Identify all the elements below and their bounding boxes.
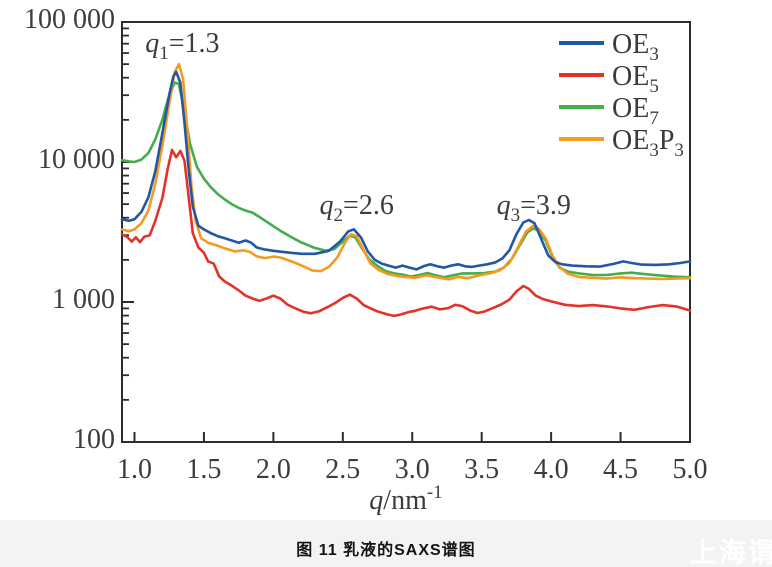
figure-caption-bar: 图 11 乳液的SAXS谱图 (0, 520, 772, 567)
legend-label-OE3: OE3 (612, 29, 659, 65)
legend-label-OE7: OE7 (612, 93, 659, 129)
saxs-chart: 1.0 1.5 2.0 2.5 3.0 3.5 4.0 4.5 5.0 100 1 000 10 00… (24, 4, 708, 516)
x-axis-title: q/nm-1 (369, 482, 442, 516)
peak-annotation-2: q2=2.6 (320, 190, 394, 226)
x-axis-tick-label: 1.0 (117, 454, 152, 485)
peak-annotation-3: q3=3.9 (497, 190, 571, 226)
x-axis-tick-label: 1.5 (186, 454, 221, 485)
legend-label-OE5: OE5 (612, 61, 659, 97)
figure-caption: 图 11 乳液的SAXS谱图 (296, 542, 476, 559)
peak-annotation-1: q1=1.3 (145, 28, 219, 64)
plot-border (121, 21, 691, 443)
y-axis-tick-label: 1 000 (52, 284, 115, 315)
x-axis-tick-label: 3.5 (464, 454, 499, 485)
x-axis-tick-label: 4.5 (603, 454, 638, 485)
series-line-OE7 (120, 81, 692, 279)
saxs-chart-svg: 1.0 1.5 2.0 2.5 3.0 3.5 4.0 4.5 5.0 100 1 000 10 00… (24, 4, 708, 516)
x-axis-tick-label: 2.0 (256, 454, 291, 485)
x-axis-tick-label: 4.0 (534, 454, 569, 485)
series-line-OE3P3 (120, 62, 692, 281)
series-line-OE5 (120, 148, 692, 318)
watermark: 上海谓数 (690, 538, 772, 567)
x-axis-tick-label: 2.5 (325, 454, 360, 485)
y-axis-tick-label: 100 000 (24, 4, 115, 35)
y-axis-tick-label: 100 (73, 424, 115, 455)
x-axis-tick-label: 3.0 (395, 454, 430, 485)
series-line-OE3 (120, 70, 692, 271)
legend-label-OE3P3: OE3P3 (612, 125, 684, 161)
x-axis-tick-label: 5.0 (673, 454, 708, 485)
y-axis-tick-label: 10 000 (38, 144, 115, 175)
